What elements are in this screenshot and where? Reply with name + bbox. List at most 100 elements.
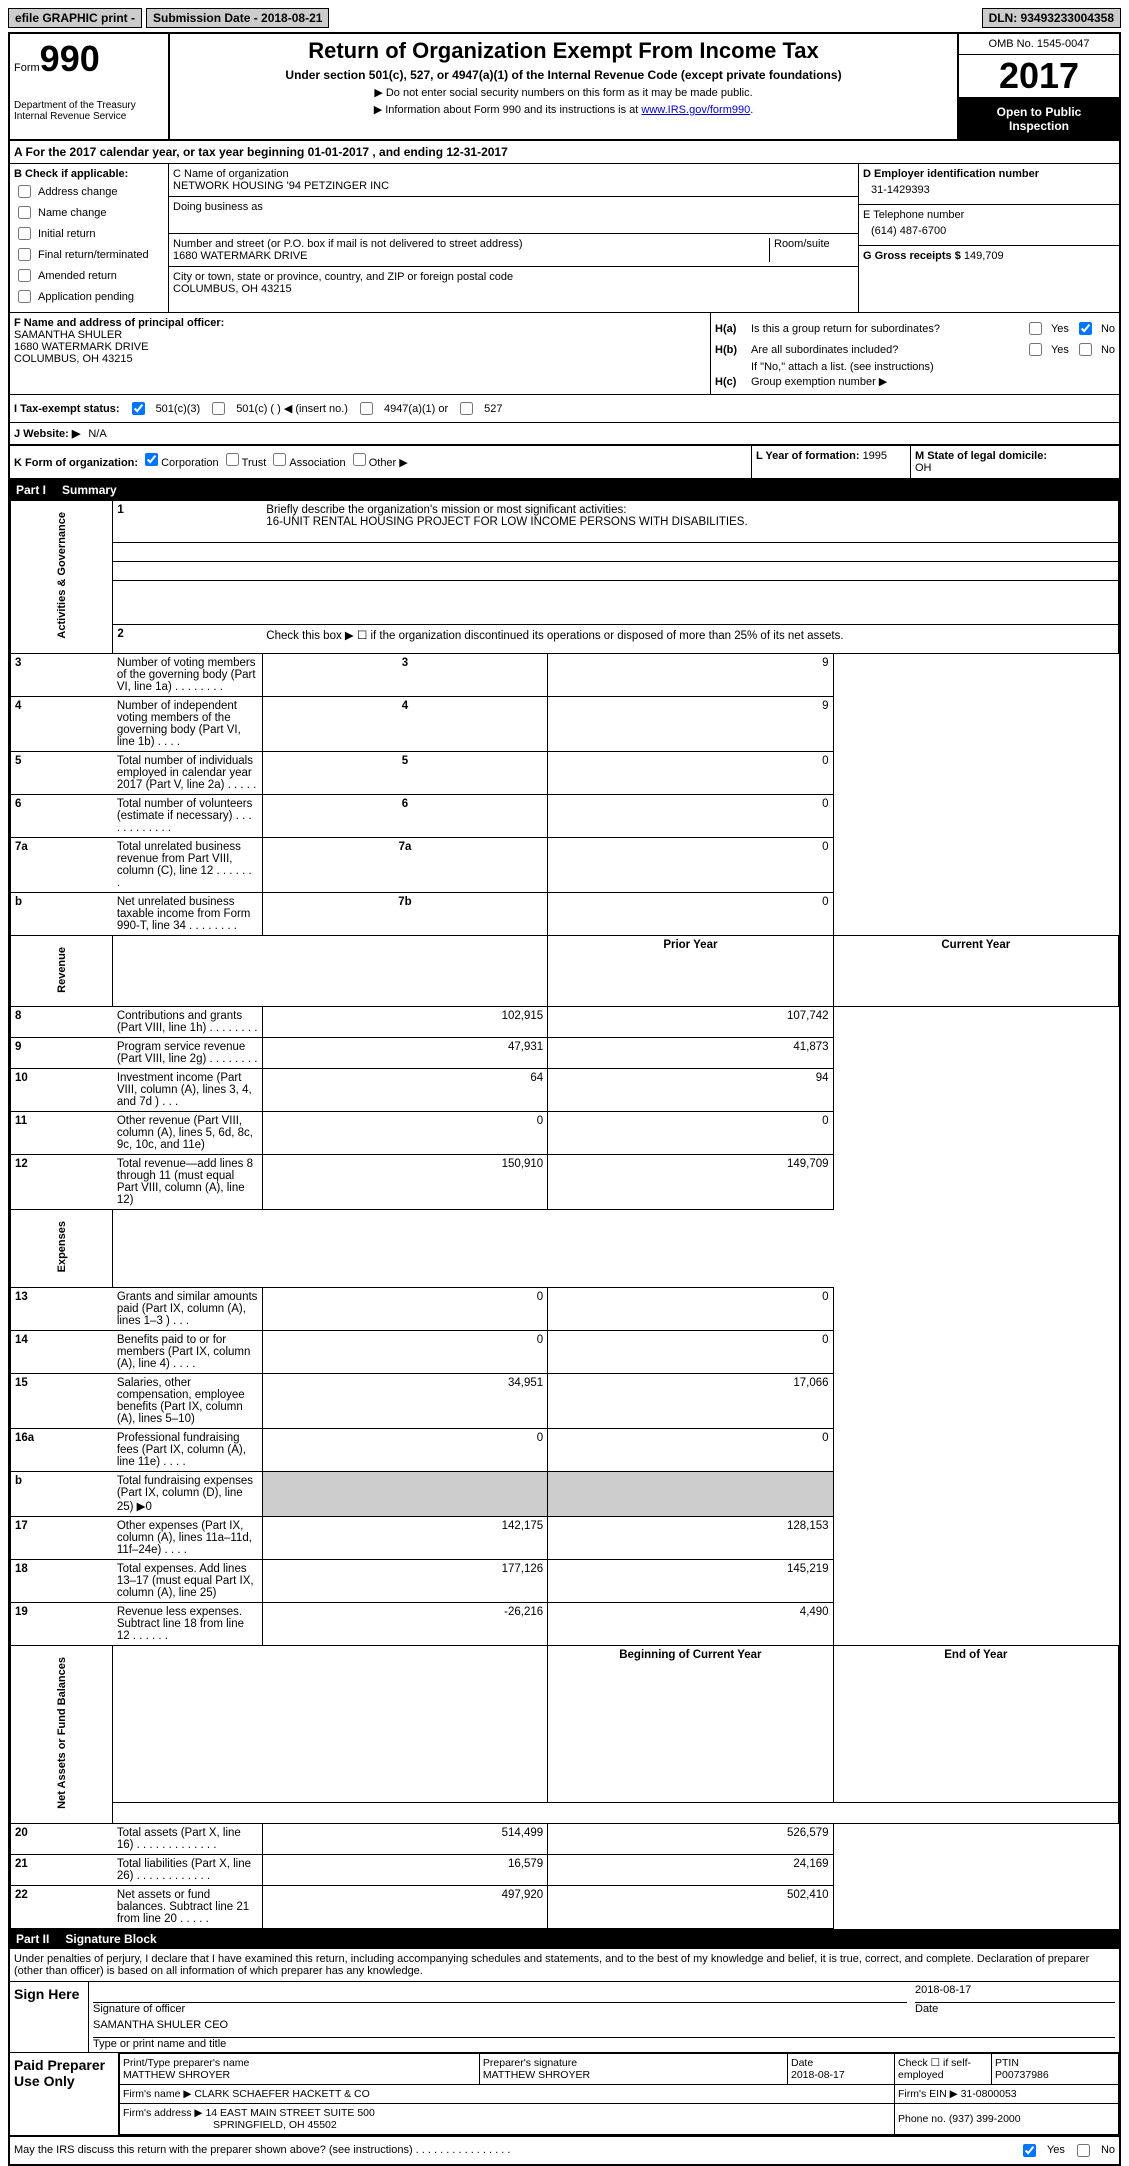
right-cell: OMB No. 1545-0047 2017 Open to Public In… — [957, 34, 1119, 139]
colb-label-0: Address change — [38, 186, 118, 198]
discuss-row: May the IRS discuss this return with the… — [10, 2137, 1119, 2164]
current-val: 0 — [548, 1428, 833, 1471]
signature-block: Under penalties of perjury, I declare th… — [10, 1949, 1119, 2164]
col-d: D Employer identification number 31-1429… — [858, 164, 1119, 312]
527-checkbox[interactable] — [460, 402, 473, 415]
discuss-no-checkbox[interactable] — [1077, 2144, 1090, 2157]
hdr-current: Current Year — [833, 935, 1118, 1007]
line-desc: Investment income (Part VIII, column (A)… — [113, 1069, 262, 1112]
firm-phone: (937) 399-2000 — [949, 2113, 1021, 2125]
line-desc: Program service revenue (Part VIII, line… — [113, 1038, 262, 1069]
current-val — [548, 1471, 833, 1516]
ein-cell: D Employer identification number 31-1429… — [859, 164, 1119, 205]
omb-number: OMB No. 1545-0047 — [959, 34, 1119, 55]
colb-label-1: Name change — [38, 207, 107, 219]
line-num: 12 — [11, 1155, 113, 1210]
main-title: Return of Organization Exempt From Incom… — [174, 38, 953, 64]
line-num: 19 — [11, 1602, 113, 1645]
col-b-title: B Check if applicable: — [14, 168, 164, 180]
line-desc: Total unrelated business revenue from Pa… — [113, 837, 262, 892]
line-num: 22 — [11, 1885, 113, 1928]
4947-checkbox[interactable] — [360, 402, 373, 415]
colb-label-5: Application pending — [38, 291, 134, 303]
line-num: 17 — [11, 1516, 113, 1559]
dba-cell: Doing business as — [169, 197, 858, 234]
line-ref: 7b — [262, 892, 547, 935]
trust-checkbox[interactable] — [226, 453, 239, 466]
line-num: 5 — [11, 751, 113, 794]
line-val: 0 — [548, 794, 833, 837]
colb-check-0[interactable] — [18, 185, 31, 198]
line-desc: Other revenue (Part VIII, column (A), li… — [113, 1112, 262, 1155]
current-val: 149,709 — [548, 1155, 833, 1210]
line-desc: Total expenses. Add lines 13–17 (must eq… — [113, 1559, 262, 1602]
current-val: 94 — [548, 1069, 833, 1112]
colb-check-4[interactable] — [18, 269, 31, 282]
section-a: A For the 2017 calendar year, or tax yea… — [10, 141, 1119, 164]
line-num: 20 — [11, 1823, 113, 1854]
line-desc: Total revenue—add lines 8 through 11 (mu… — [113, 1155, 262, 1210]
city-cell: City or town, state or province, country… — [169, 267, 858, 299]
501c3-checkbox[interactable] — [132, 402, 145, 415]
col-b: B Check if applicable: Address change Nam… — [10, 164, 169, 312]
hb-no-checkbox[interactable] — [1079, 343, 1092, 356]
efile-button[interactable]: efile GRAPHIC print - — [8, 8, 142, 28]
corp-checkbox[interactable] — [145, 453, 158, 466]
street-cell: Number and street (or P.O. box if mail i… — [169, 234, 858, 267]
prior-val: 0 — [262, 1287, 547, 1330]
line-desc: Total number of individuals employed in … — [113, 751, 262, 794]
line-desc: Net unrelated business taxable income fr… — [113, 892, 262, 935]
officer-name: SAMANTHA SHULER — [14, 329, 706, 341]
colb-check-5[interactable] — [18, 290, 31, 303]
line-val: 0 — [548, 892, 833, 935]
line-num: 15 — [11, 1373, 113, 1428]
current-val: 0 — [548, 1330, 833, 1373]
sidebar-ag: Activities & Governance — [56, 504, 68, 647]
501c-checkbox[interactable] — [212, 402, 225, 415]
prior-val — [262, 1471, 547, 1516]
paid-prep-row: Paid Preparer Use Only Print/Type prepar… — [10, 2053, 1119, 2137]
submission-date: Submission Date - 2018-08-21 — [146, 8, 329, 28]
assoc-checkbox[interactable] — [273, 453, 286, 466]
line-num: 9 — [11, 1038, 113, 1069]
line-ref: 3 — [262, 653, 547, 696]
line-desc: Number of independent voting members of … — [113, 696, 262, 751]
line-num: 10 — [11, 1069, 113, 1112]
line-val: 9 — [548, 653, 833, 696]
discuss-yes-checkbox[interactable] — [1023, 2144, 1036, 2157]
open-to-public: Open to Public Inspection — [959, 99, 1119, 139]
preparer-sig: MATTHEW SHROYER — [483, 2069, 784, 2081]
gross-receipts: 149,709 — [964, 250, 1004, 262]
irs-link[interactable]: www.IRS.gov/form990 — [641, 104, 750, 116]
sign-here-row: Sign Here Signature of officer 2018-08-1… — [10, 1982, 1119, 2053]
hb-yes-checkbox[interactable] — [1029, 343, 1042, 356]
sidebar-exp: Expenses — [56, 1213, 68, 1280]
hdr-end: End of Year — [833, 1645, 1118, 1802]
line2-text: Check this box ▶ ☐ if the organization d… — [262, 625, 1118, 653]
current-val: 145,219 — [548, 1559, 833, 1602]
colb-label-2: Initial return — [38, 228, 95, 240]
tax-year: 2017 — [959, 55, 1119, 99]
line-ref: 4 — [262, 696, 547, 751]
sig-date: 2018-08-17 — [915, 1984, 1115, 2003]
officer-addr1: 1680 WATERMARK DRIVE — [14, 341, 706, 353]
sidebar-net: Net Assets or Fund Balances — [56, 1649, 68, 1817]
ha-no-checkbox[interactable] — [1079, 322, 1092, 335]
ha-yes-checkbox[interactable] — [1029, 322, 1042, 335]
line-desc: Benefits paid to or for members (Part IX… — [113, 1330, 262, 1373]
preparer-date: 2018-08-17 — [791, 2069, 891, 2081]
line-desc: Other expenses (Part IX, column (A), lin… — [113, 1516, 262, 1559]
current-val: 4,490 — [548, 1602, 833, 1645]
tel-cell: E Telephone number (614) 487-6700 — [859, 205, 1119, 246]
year-formation: 1995 — [863, 450, 887, 462]
colb-check-1[interactable] — [18, 206, 31, 219]
line-desc: Contributions and grants (Part VIII, lin… — [113, 1007, 262, 1038]
colb-check-2[interactable] — [18, 227, 31, 240]
other-checkbox[interactable] — [353, 453, 366, 466]
line-num: 18 — [11, 1559, 113, 1602]
ein-value: 31-1429393 — [863, 180, 1115, 200]
prior-val: 177,126 — [262, 1559, 547, 1602]
colb-check-3[interactable] — [18, 248, 31, 261]
prior-val: 0 — [262, 1428, 547, 1471]
line-desc: Grants and similar amounts paid (Part IX… — [113, 1287, 262, 1330]
